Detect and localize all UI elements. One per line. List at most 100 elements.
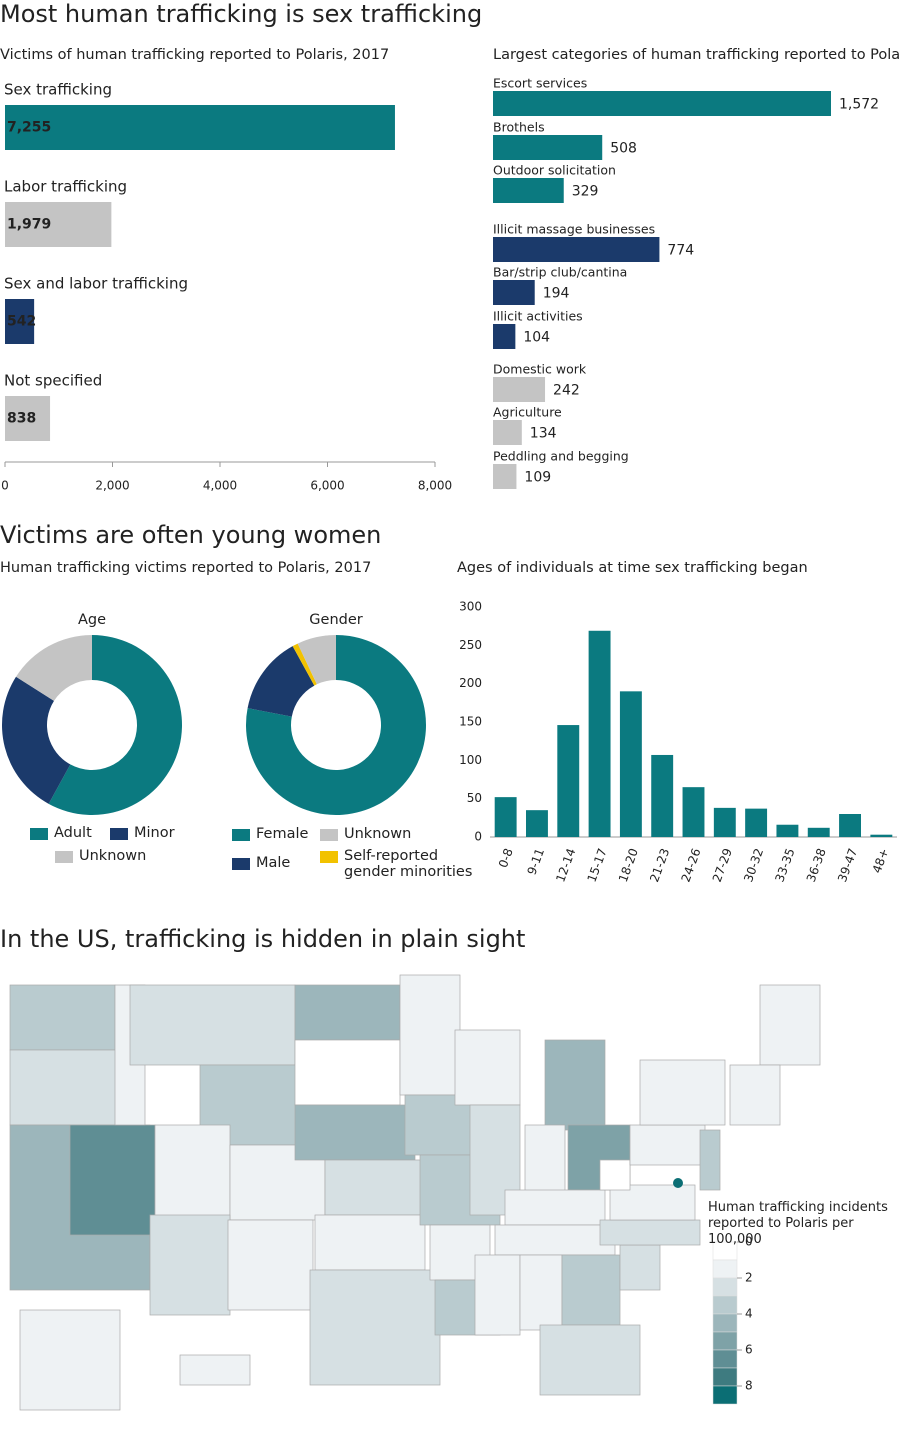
donut-segment xyxy=(297,635,336,685)
chart-title: Ages of individuals at time sex traffick… xyxy=(457,560,808,576)
bar xyxy=(526,810,548,837)
state xyxy=(729,1064,781,1126)
bar xyxy=(776,824,799,837)
legend-swatch xyxy=(320,829,338,841)
state xyxy=(294,1039,401,1106)
category-label: Sex trafficking xyxy=(4,81,112,99)
state xyxy=(9,1049,121,1126)
y-tick-label: 200 xyxy=(459,676,482,690)
legend-label: Minor xyxy=(134,825,175,841)
bar xyxy=(807,827,830,837)
legend-swatch xyxy=(30,828,48,840)
bar xyxy=(5,202,112,247)
category-label: Sex and labor trafficking xyxy=(4,275,188,293)
legend-swatch xyxy=(110,828,128,840)
bar xyxy=(713,807,736,837)
bar xyxy=(588,630,611,837)
legend-label: Self-reported gender minorities xyxy=(344,848,473,880)
legend-tick-label: 2 xyxy=(745,1271,753,1285)
y-tick-label: 100 xyxy=(459,753,482,767)
chart-title: Largest categories of human trafficking … xyxy=(493,47,900,63)
legend-label: Unknown xyxy=(79,848,147,864)
y-tick-label: 50 xyxy=(467,791,482,805)
legend-title: Human trafficking incidents reported to … xyxy=(708,1200,888,1247)
legend-tick-label: 8 xyxy=(745,1379,753,1393)
legend-step xyxy=(712,1277,738,1297)
bar xyxy=(493,464,517,489)
category-label: Bar/strip club/cantina xyxy=(493,265,627,280)
value-label: 1,572 xyxy=(839,97,879,113)
state xyxy=(519,1254,563,1331)
state xyxy=(539,1324,641,1396)
category-label: Escort services xyxy=(493,76,587,91)
x-tick-label: 0-8 xyxy=(496,846,516,869)
donut-segment xyxy=(245,635,427,816)
category-label: Not specified xyxy=(4,372,102,390)
legend-swatch xyxy=(232,858,250,870)
donut-segment xyxy=(48,635,182,815)
y-tick-label: 0 xyxy=(474,830,482,844)
state xyxy=(474,1254,521,1336)
legend-step xyxy=(712,1295,738,1315)
legend-tick-label: 6 xyxy=(745,1343,753,1357)
state xyxy=(179,1354,251,1386)
state xyxy=(294,984,401,1041)
legend-step xyxy=(712,1331,738,1351)
x-tick-label: 4,000 xyxy=(203,479,237,493)
value-label: 542 xyxy=(7,314,36,330)
bar xyxy=(557,725,580,837)
value-label: 194 xyxy=(543,286,570,302)
category-label: Illicit activities xyxy=(493,309,583,324)
x-tick-label: 9-11 xyxy=(525,846,547,876)
category-label: Agriculture xyxy=(493,405,562,420)
y-tick-label: 300 xyxy=(459,600,482,614)
category-label: Illicit massage businesses xyxy=(493,222,655,237)
value-label: 329 xyxy=(572,184,599,200)
state xyxy=(599,1159,631,1191)
donut-segment xyxy=(16,635,93,701)
state xyxy=(454,1029,521,1106)
bar xyxy=(5,299,35,344)
bar xyxy=(493,237,660,262)
state xyxy=(544,1039,606,1131)
dc-dot xyxy=(673,1178,683,1188)
x-tick-label: 36-38 xyxy=(804,846,829,884)
state xyxy=(399,974,461,1096)
state xyxy=(561,1254,621,1326)
bar xyxy=(619,691,642,837)
legend-swatch xyxy=(55,851,73,863)
legend-step xyxy=(712,1385,738,1405)
state xyxy=(504,1189,606,1226)
bar xyxy=(493,178,564,203)
legend-label: Unknown xyxy=(344,826,412,842)
bar xyxy=(493,280,535,305)
x-tick-label: 21-23 xyxy=(647,846,672,884)
legend-step xyxy=(712,1349,738,1369)
state xyxy=(609,1184,696,1221)
bar xyxy=(682,787,705,837)
category-label: Brothels xyxy=(493,120,545,135)
value-label: 1,979 xyxy=(7,217,51,233)
chart-title: Victims of human trafficking reported to… xyxy=(0,47,389,63)
state xyxy=(314,1214,426,1271)
bar xyxy=(870,834,893,837)
value-label: 508 xyxy=(610,141,637,157)
value-label: 134 xyxy=(530,426,557,442)
x-tick-label: 8,000 xyxy=(418,479,452,493)
x-tick-label: 33-35 xyxy=(772,846,797,884)
state xyxy=(639,1059,726,1126)
legend-swatch xyxy=(320,851,338,863)
donut-segment xyxy=(1,676,71,804)
value-label: 109 xyxy=(524,470,551,486)
state xyxy=(759,984,821,1066)
x-tick-label: 15-17 xyxy=(585,846,610,884)
legend-label: Male xyxy=(256,855,291,871)
bar xyxy=(5,105,395,150)
state xyxy=(69,1124,156,1236)
legend-label: Female xyxy=(256,826,309,842)
x-tick-label: 0 xyxy=(1,479,9,493)
category-label: Peddling and begging xyxy=(493,449,629,464)
x-tick-label: 12-14 xyxy=(553,846,578,884)
